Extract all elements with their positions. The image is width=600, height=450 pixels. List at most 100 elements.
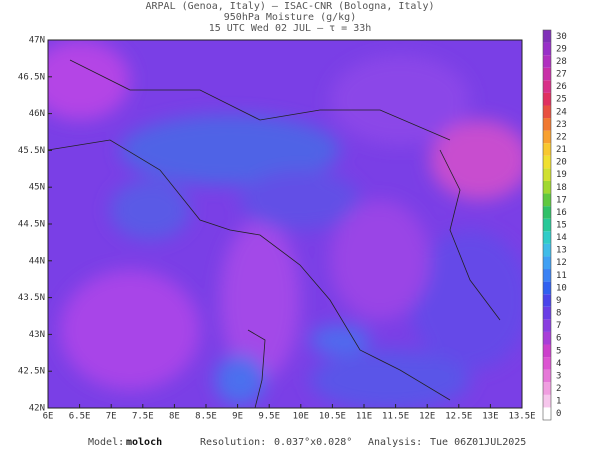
colorbar-label: 9 xyxy=(556,296,561,306)
colorbar-swatch xyxy=(543,243,551,257)
lon-label: 10E xyxy=(293,412,309,422)
lon-label: 7.5E xyxy=(132,412,154,422)
colorbar-swatch xyxy=(543,168,551,181)
colorbar-label: 28 xyxy=(556,57,567,67)
colorbar-swatch xyxy=(543,294,551,307)
colorbar-label: 22 xyxy=(556,132,567,142)
lon-label: 9.5E xyxy=(258,412,280,422)
colorbar-swatch xyxy=(543,155,551,169)
colorbar-label: 17 xyxy=(556,195,567,205)
colorbar-swatch xyxy=(543,256,551,270)
lon-label: 9E xyxy=(232,412,243,422)
lon-label: 12.5E xyxy=(445,412,472,422)
lat-label: 42.5N xyxy=(18,367,45,377)
colorbar-label: 14 xyxy=(556,233,567,243)
colorbar-frame xyxy=(542,29,552,421)
colorbar-label: 18 xyxy=(556,183,567,193)
header-line: 15 UTC Wed 02 JUL – τ = 33h xyxy=(209,23,372,34)
colorbar-label: 30 xyxy=(556,32,567,42)
colorbar-swatch xyxy=(543,130,551,144)
colorbar-swatch xyxy=(543,30,551,43)
footer-value: 0.037°x0.028° xyxy=(274,437,352,448)
header-line: ARPAL (Genoa, Italy) – ISAC-CNR (Bologna… xyxy=(146,1,435,12)
footer-label: Analysis: xyxy=(368,437,422,448)
lat-label: 45N xyxy=(29,183,45,193)
colorbar-label: 6 xyxy=(556,334,561,344)
colorbar-label: 7 xyxy=(556,321,561,331)
lon-label: 6E xyxy=(43,412,54,422)
colorbar-swatch xyxy=(543,407,551,420)
lon-label: 7E xyxy=(106,412,117,422)
colorbar-swatch xyxy=(543,42,551,56)
colorbar-label: 5 xyxy=(556,346,561,356)
lon-label: 10.5E xyxy=(319,412,346,422)
colorbar-swatch xyxy=(543,206,551,219)
lat-label: 44N xyxy=(29,256,45,266)
colorbar-swatch xyxy=(543,231,551,244)
colorbar-label: 27 xyxy=(556,70,567,80)
footer-value: Tue 06Z01JUL2025 xyxy=(430,437,526,448)
lon-label: 8E xyxy=(169,412,180,422)
lon-label: 12E xyxy=(419,412,435,422)
colorbar-label: 12 xyxy=(556,258,567,268)
lon-label: 13E xyxy=(482,412,498,422)
lon-label: 11.5E xyxy=(382,412,409,422)
footer-label: Resolution: xyxy=(200,437,266,448)
colorbar-swatch xyxy=(543,369,551,383)
lat-label: 46N xyxy=(29,109,45,119)
colorbar-swatch xyxy=(543,306,551,320)
colorbar-label: 25 xyxy=(556,95,567,105)
lat-label: 46.5N xyxy=(18,72,45,82)
colorbar-label: 19 xyxy=(556,170,567,180)
colorbar-swatch xyxy=(543,143,551,156)
lon-label: 8.5E xyxy=(195,412,217,422)
colorbar-swatch xyxy=(543,193,551,207)
colorbar-label: 0 xyxy=(556,409,561,419)
colorbar-label: 3 xyxy=(556,371,561,381)
colorbar-swatch xyxy=(543,281,551,295)
colorbar-swatch xyxy=(543,344,551,358)
colorbar-label: 21 xyxy=(556,145,567,155)
colorbar-label: 16 xyxy=(556,208,567,218)
colorbar-swatch xyxy=(543,382,551,395)
colorbar-label: 24 xyxy=(556,107,567,117)
colorbar-label: 20 xyxy=(556,158,567,168)
footer-value: moloch xyxy=(126,437,162,448)
colorbar-label: 29 xyxy=(556,44,567,54)
colorbar-label: 1 xyxy=(556,397,561,407)
lat-label: 43.5N xyxy=(18,293,45,303)
colorbar-label: 15 xyxy=(556,221,567,231)
lat-label: 42N xyxy=(29,404,45,414)
colorbar-label: 2 xyxy=(556,384,561,394)
colorbar-swatch xyxy=(543,394,551,408)
lon-label: 6.5E xyxy=(69,412,91,422)
colorbar-label: 13 xyxy=(556,246,567,256)
lat-label: 45.5N xyxy=(18,146,45,156)
colorbar-swatch xyxy=(543,319,551,332)
colorbar-swatch xyxy=(543,80,551,93)
colorbar-label: 4 xyxy=(556,359,561,369)
lat-label: 43N xyxy=(29,330,45,340)
colorbar-swatch xyxy=(543,357,551,370)
header-line: 950hPa Moisture (g/kg) xyxy=(224,12,356,23)
lat-label: 47N xyxy=(29,36,45,46)
colorbar-swatch xyxy=(543,105,551,119)
map-field xyxy=(48,40,522,408)
lon-label: 13.5E xyxy=(508,412,535,422)
colorbar-label: 26 xyxy=(556,82,567,92)
colorbar-label: 11 xyxy=(556,271,567,281)
colorbar-swatch xyxy=(543,55,551,68)
colorbar-swatch xyxy=(543,180,551,194)
colorbar-label: 23 xyxy=(556,120,567,130)
colorbar-swatch xyxy=(543,67,551,81)
colorbar-swatch xyxy=(543,331,551,345)
footer-label: Model: xyxy=(88,437,124,448)
colorbar-swatch xyxy=(543,92,551,106)
colorbar-label: 10 xyxy=(556,283,567,293)
colorbar-label: 8 xyxy=(556,309,561,319)
lon-label: 11E xyxy=(356,412,372,422)
lat-label: 44.5N xyxy=(18,220,45,230)
colorbar-swatch xyxy=(543,118,551,131)
colorbar-swatch xyxy=(543,269,551,282)
